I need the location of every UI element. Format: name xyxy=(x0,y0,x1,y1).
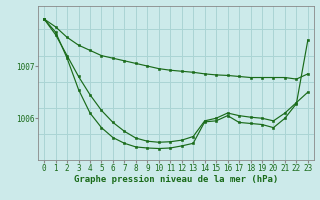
X-axis label: Graphe pression niveau de la mer (hPa): Graphe pression niveau de la mer (hPa) xyxy=(74,175,278,184)
